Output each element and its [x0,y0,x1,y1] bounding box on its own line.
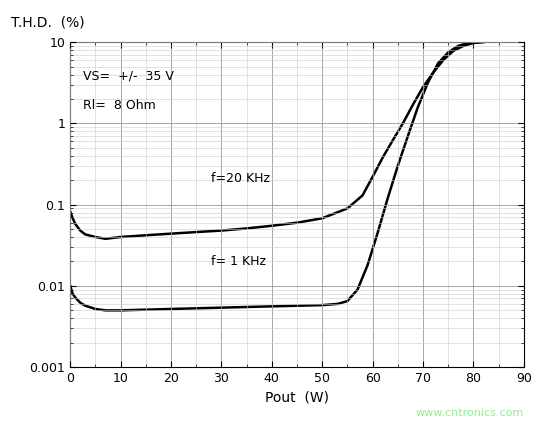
Text: f=20 KHz: f=20 KHz [211,172,271,185]
Text: www.cntronics.com: www.cntronics.com [416,408,524,418]
Text: f= 1 KHz: f= 1 KHz [211,255,266,268]
Text: Rl=  8 Ohm: Rl= 8 Ohm [83,99,156,112]
X-axis label: Pout  (W): Pout (W) [265,390,329,405]
Text: T.H.D.  (%): T.H.D. (%) [11,15,85,29]
Text: VS=  +/-  35 V: VS= +/- 35 V [83,69,174,82]
